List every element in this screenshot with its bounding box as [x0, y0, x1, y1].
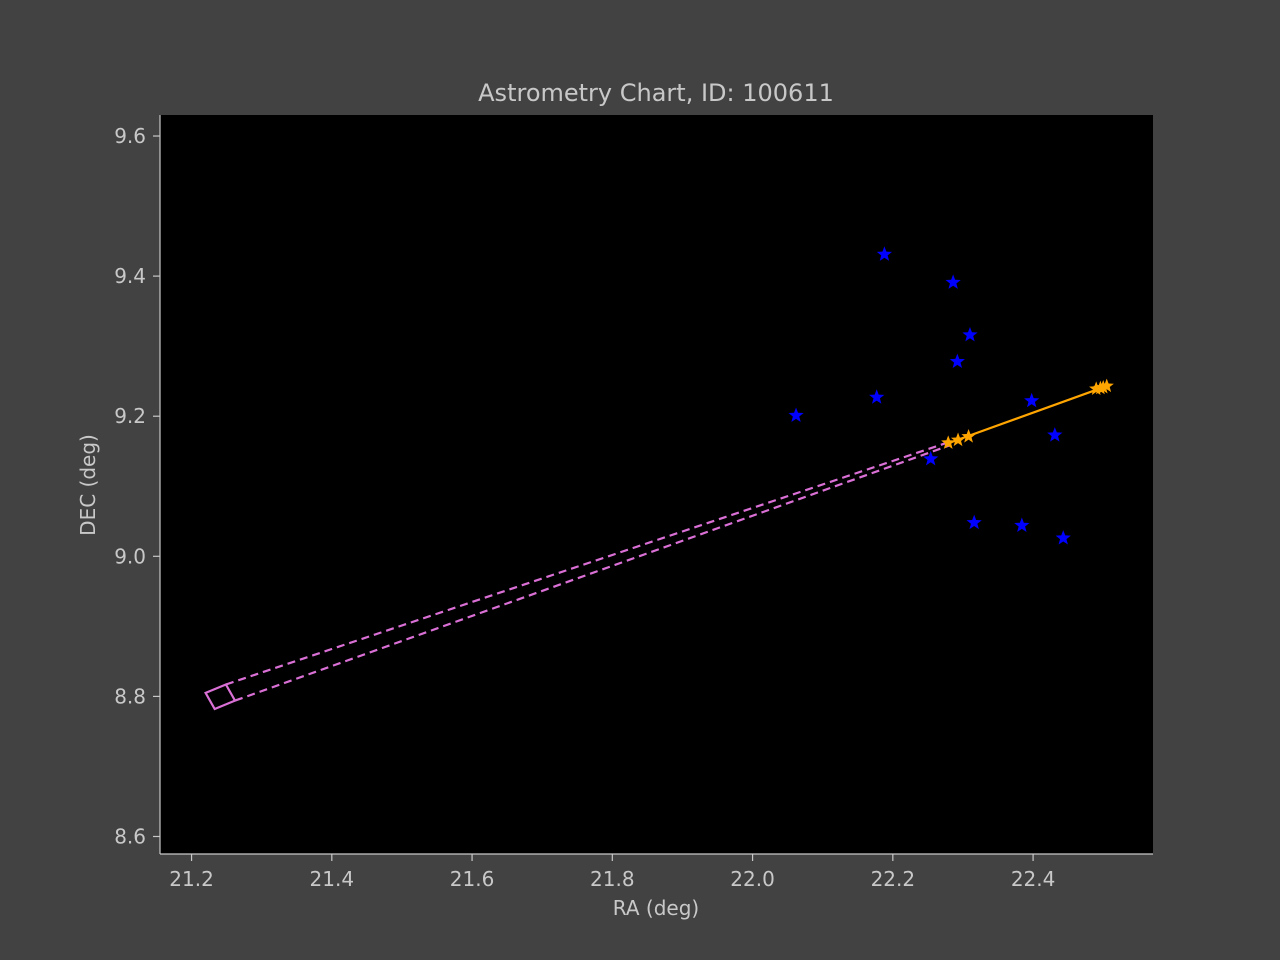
y-axis-ticks: 8.6 8.8 9.0 9.2 9.4 9.6	[114, 124, 160, 848]
x-tick-label: 21.4	[310, 867, 355, 891]
x-tick-label: 22.2	[871, 867, 916, 891]
y-tick-label: 9.2	[114, 404, 146, 428]
x-tick-label: 21.2	[169, 867, 214, 891]
track-point	[1096, 379, 1111, 394]
x-axis-ticks: 21.2 21.4 21.6 21.8 22.0 22.2 22.4	[169, 854, 1055, 891]
track-point	[1099, 378, 1114, 393]
y-tick-label: 8.8	[114, 684, 146, 708]
reference-star	[923, 450, 939, 466]
x-tick-label: 21.6	[450, 867, 495, 891]
x-tick-label: 22.4	[1011, 867, 1056, 891]
x-axis-label: RA (deg)	[613, 896, 699, 920]
reference-star	[962, 326, 978, 342]
reference-star	[945, 274, 961, 289]
reference-star	[869, 389, 885, 404]
uncertainty-layer	[204, 441, 950, 711]
y-tick-label: 9.0	[114, 544, 146, 568]
uncertainty-line	[225, 441, 950, 686]
reference-star	[788, 407, 804, 422]
y-tick-label: 9.4	[114, 264, 146, 288]
y-tick-label: 9.6	[114, 124, 146, 148]
reference-star	[1024, 392, 1040, 408]
reference-star	[876, 246, 893, 261]
track-point	[961, 429, 976, 443]
reference-stars-layer	[788, 246, 1071, 545]
x-tick-label: 22.0	[730, 867, 775, 891]
chart-title: Astrometry Chart, ID: 100611	[478, 79, 834, 107]
uncertainty-box	[204, 683, 237, 711]
track-layer	[941, 378, 1114, 449]
track-point	[950, 432, 966, 447]
uncertainty-line	[234, 444, 950, 702]
track-point	[941, 435, 956, 449]
reference-star	[949, 353, 965, 369]
reference-star	[1014, 517, 1030, 532]
y-axis-label: DEC (deg)	[76, 434, 100, 536]
plot-area	[160, 115, 1153, 854]
x-tick-label: 21.8	[590, 867, 635, 891]
reference-star	[966, 514, 982, 530]
y-tick-label: 8.6	[114, 824, 146, 848]
reference-star	[1055, 530, 1071, 545]
reference-star	[1047, 427, 1063, 442]
